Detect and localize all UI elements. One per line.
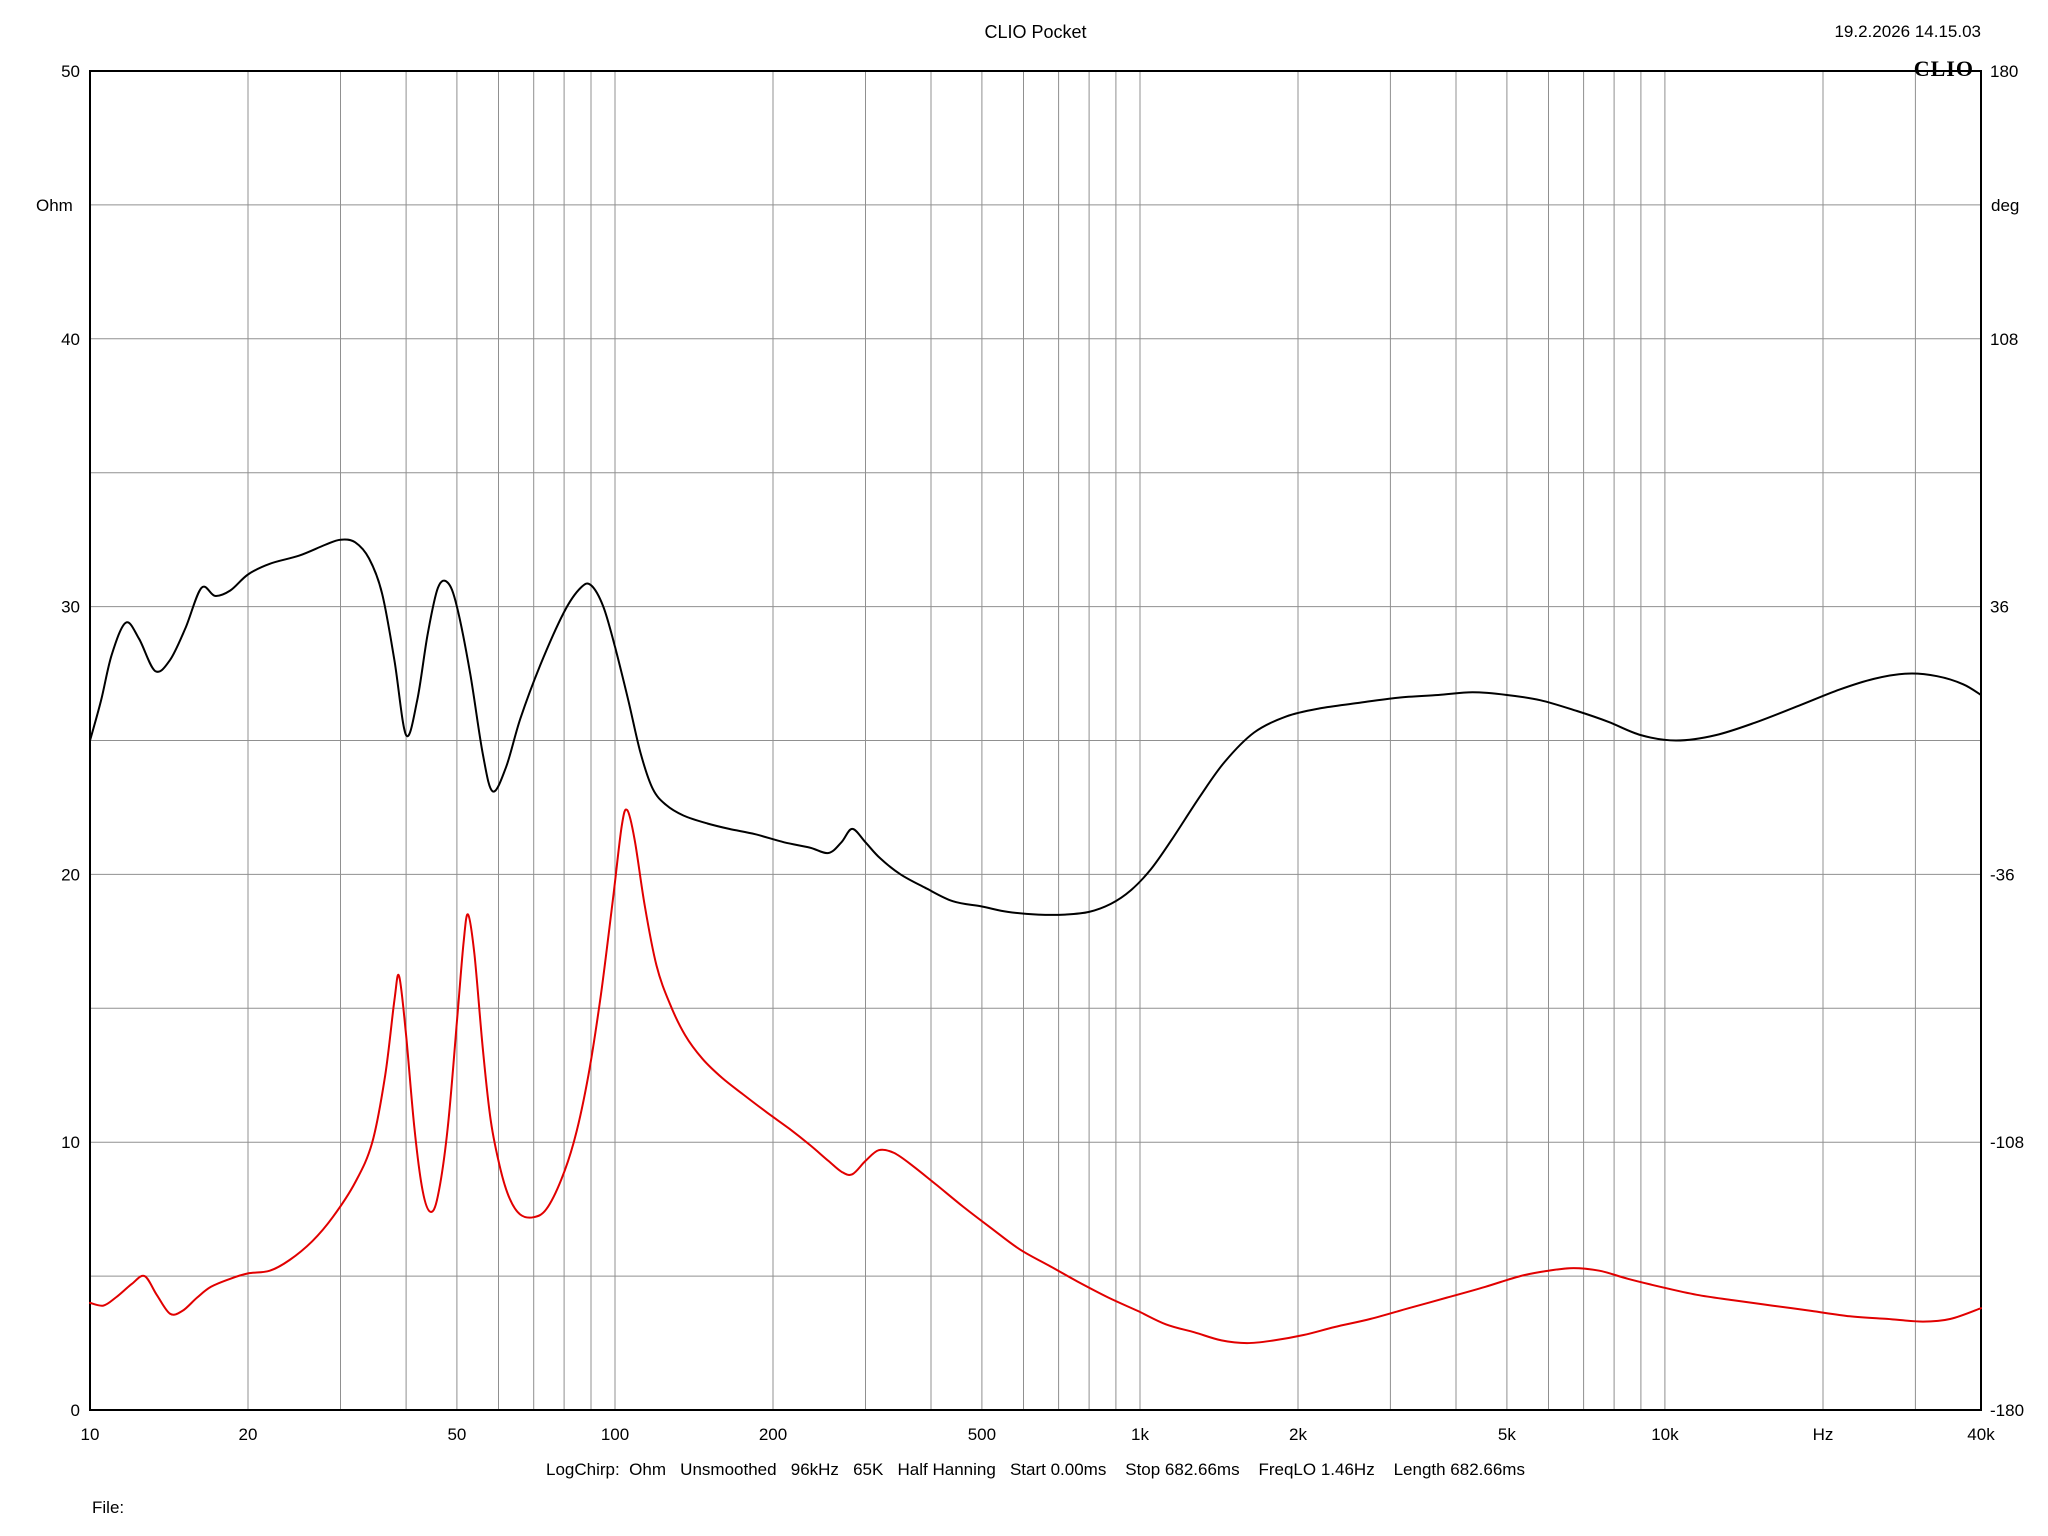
x-tick-label: 100: [601, 1425, 629, 1444]
y-right-tick-label: 180: [1990, 62, 2018, 81]
timestamp: 19.2.2026 14.15.03: [1834, 22, 1981, 41]
y-left-tick-label: 50: [61, 62, 80, 81]
y-right-tick-label: -36: [1990, 865, 2015, 884]
y-right-tick-label: 108: [1990, 330, 2018, 349]
y-left-tick-label: 20: [61, 865, 80, 884]
y-left-tick-label: 10: [61, 1133, 80, 1152]
x-tick-label: 500: [968, 1425, 996, 1444]
y-axis-unit-ohm: Ohm: [36, 196, 73, 215]
clio-logo: CLIO: [1913, 56, 1974, 81]
x-tick-label: 50: [447, 1425, 466, 1444]
x-tick-label: 5k: [1498, 1425, 1516, 1444]
y-left-tick-label: 0: [71, 1401, 80, 1420]
y-left-tick-label: 40: [61, 330, 80, 349]
measurement-settings-bar: LogChirp: Ohm Unsmoothed 96kHz 65K Half …: [546, 1460, 1525, 1479]
gridlines: [89, 70, 1982, 1411]
x-tick-label: 10: [81, 1425, 100, 1444]
x-tick-label: 40k: [1967, 1425, 1995, 1444]
y-right-tick-label: -180: [1990, 1401, 2024, 1420]
x-tick-label: 20: [239, 1425, 258, 1444]
y-left-tick-label: 30: [61, 598, 80, 617]
x-tick-label: 200: [759, 1425, 787, 1444]
y-right-tick-label: 36: [1990, 598, 2009, 617]
y-axis-unit-deg: deg: [1991, 196, 2020, 215]
x-tick-label: 2k: [1289, 1425, 1307, 1444]
series-impedance-red: [89, 808, 1982, 1345]
x-tick-label: Hz: [1813, 1425, 1834, 1444]
x-tick-label: 1k: [1131, 1425, 1149, 1444]
series-impedance-black: [89, 538, 1982, 916]
app-title: CLIO Pocket: [984, 22, 1087, 42]
x-tick-label: 10k: [1651, 1425, 1679, 1444]
file-label: File:: [92, 1498, 125, 1517]
y-right-tick-label: -108: [1990, 1133, 2024, 1152]
